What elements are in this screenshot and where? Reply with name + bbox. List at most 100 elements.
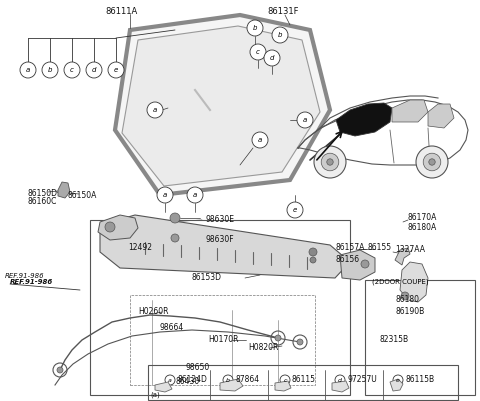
Polygon shape — [392, 100, 428, 122]
Text: 86155: 86155 — [368, 243, 392, 253]
Polygon shape — [100, 215, 350, 278]
Text: 86124D: 86124D — [177, 375, 207, 385]
Text: H0820R: H0820R — [248, 344, 278, 352]
Text: c: c — [283, 377, 287, 383]
Polygon shape — [390, 379, 403, 391]
Circle shape — [287, 202, 303, 218]
Circle shape — [423, 153, 441, 171]
Circle shape — [86, 62, 102, 78]
Circle shape — [335, 375, 345, 385]
Bar — [365, 280, 475, 395]
Text: REF.91-986: REF.91-986 — [10, 279, 53, 285]
Text: d: d — [338, 377, 342, 383]
Text: 86180: 86180 — [395, 296, 419, 304]
Text: (a): (a) — [150, 392, 160, 398]
Text: b: b — [226, 377, 230, 383]
Circle shape — [297, 112, 313, 128]
Text: 98630F: 98630F — [205, 235, 234, 245]
Circle shape — [416, 146, 448, 178]
Circle shape — [247, 20, 263, 36]
Circle shape — [314, 146, 346, 178]
Text: 86160C: 86160C — [28, 198, 58, 207]
Bar — [90, 220, 350, 395]
Circle shape — [429, 159, 435, 165]
Text: d: d — [270, 55, 274, 61]
Text: e: e — [293, 207, 297, 213]
Text: a: a — [168, 377, 172, 383]
Circle shape — [321, 153, 339, 171]
Text: 86150A: 86150A — [68, 192, 97, 200]
Circle shape — [310, 257, 316, 263]
Polygon shape — [332, 381, 349, 392]
Text: 98630E: 98630E — [205, 215, 234, 223]
Text: 86157A: 86157A — [335, 243, 364, 253]
Text: 86153D: 86153D — [192, 273, 222, 282]
Bar — [148, 365, 458, 400]
Text: 86115: 86115 — [292, 375, 316, 385]
Text: b: b — [48, 67, 52, 73]
Polygon shape — [220, 379, 243, 391]
Circle shape — [165, 375, 175, 385]
Circle shape — [401, 292, 409, 300]
Polygon shape — [58, 182, 70, 198]
Text: 1327AA: 1327AA — [395, 245, 425, 255]
Text: e: e — [114, 67, 118, 73]
Text: 98650: 98650 — [185, 363, 209, 373]
Circle shape — [20, 62, 36, 78]
Circle shape — [147, 102, 163, 118]
Text: 86190B: 86190B — [395, 308, 424, 316]
Circle shape — [264, 50, 280, 66]
Circle shape — [361, 260, 369, 268]
Text: b: b — [278, 32, 282, 38]
Polygon shape — [98, 215, 138, 240]
Text: 87864: 87864 — [235, 375, 259, 385]
Text: a: a — [26, 67, 30, 73]
Circle shape — [157, 187, 173, 203]
Polygon shape — [400, 262, 428, 302]
Polygon shape — [340, 250, 375, 280]
Polygon shape — [336, 103, 392, 136]
Text: c: c — [256, 49, 260, 55]
Circle shape — [309, 248, 317, 256]
Polygon shape — [115, 15, 330, 195]
Text: a: a — [303, 117, 307, 123]
Text: H0170R: H0170R — [208, 336, 239, 344]
Circle shape — [250, 44, 266, 60]
Text: 86111A: 86111A — [105, 8, 137, 16]
Text: 97257U: 97257U — [347, 375, 377, 385]
Text: 86180A: 86180A — [408, 223, 437, 233]
Text: 86131F: 86131F — [267, 8, 299, 16]
Polygon shape — [155, 382, 172, 392]
Text: a: a — [153, 107, 157, 113]
Circle shape — [252, 132, 268, 148]
Polygon shape — [275, 381, 291, 391]
Text: a: a — [193, 192, 197, 198]
Text: d: d — [92, 67, 96, 73]
Text: (2DOOR COUPE): (2DOOR COUPE) — [372, 279, 429, 285]
Circle shape — [327, 159, 333, 165]
Circle shape — [57, 367, 63, 373]
Text: a: a — [163, 192, 167, 198]
Text: 86156: 86156 — [335, 255, 359, 263]
Circle shape — [171, 234, 179, 242]
Text: 86150D: 86150D — [28, 188, 58, 198]
Circle shape — [297, 339, 303, 345]
Circle shape — [64, 62, 80, 78]
Text: 86430: 86430 — [175, 377, 199, 387]
Text: H0260R: H0260R — [138, 308, 168, 316]
Text: a: a — [258, 137, 262, 143]
Text: 86115B: 86115B — [405, 375, 434, 385]
Text: 86170A: 86170A — [408, 213, 437, 223]
Circle shape — [280, 375, 290, 385]
Text: c: c — [70, 67, 74, 73]
Bar — [130, 295, 315, 385]
Circle shape — [272, 27, 288, 43]
Polygon shape — [395, 248, 410, 265]
Circle shape — [223, 375, 233, 385]
Text: 98664: 98664 — [160, 324, 184, 332]
Circle shape — [187, 187, 203, 203]
Text: e: e — [396, 377, 400, 383]
Polygon shape — [122, 26, 320, 186]
Text: 12492: 12492 — [128, 243, 152, 253]
Polygon shape — [428, 104, 454, 128]
